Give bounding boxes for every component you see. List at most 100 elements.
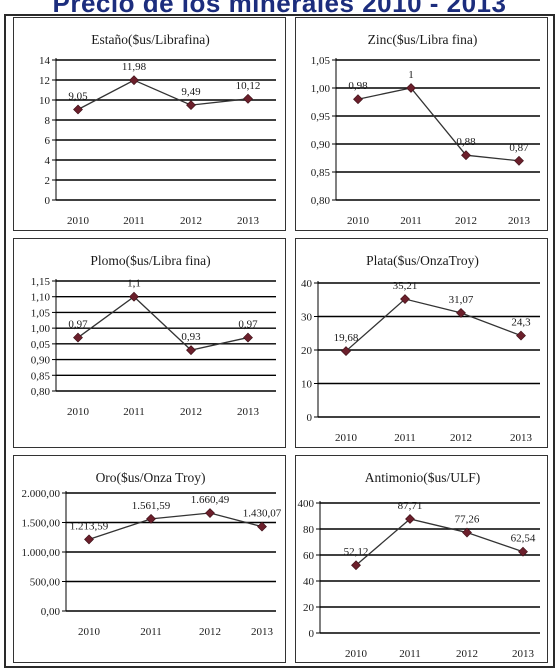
page-title: Precio de los minerales 2010 - 2013: [52, 0, 507, 18]
y-tick-label: 400: [298, 498, 315, 510]
chart-title: Plata($us/OnzaTroy): [366, 253, 479, 268]
series-line: [357, 87, 520, 162]
y-tick-label: 6: [45, 135, 51, 147]
data-point: [146, 513, 156, 524]
data-point: [84, 534, 94, 545]
chart-panel-oro: Oro($us/Onza Troy) 0,00 500,00 1.000,00 1.50…: [13, 455, 286, 663]
y-tick-label: 0: [307, 412, 313, 424]
data-point: [462, 527, 472, 538]
y-tick-label: 40: [303, 576, 315, 588]
data-point: [73, 104, 83, 115]
y-tick-label: 1,00: [31, 323, 51, 335]
data-label: 1.561,59: [132, 500, 171, 512]
chart-panel-zinc: Zinc($us/Libra fina) 0,80 0,85 0,90 0,95 1,00…: [295, 17, 548, 231]
y-tick-label: 40: [301, 278, 313, 290]
y-tick-label: 1,05: [31, 307, 51, 319]
y-tick-label: 2.000,00: [22, 488, 61, 500]
y-tick-label: 0,80: [31, 386, 51, 398]
y-tick-label: 14: [39, 55, 51, 67]
chart-panel-plomo: Plomo($us/Libra fina) 0,80 0,85 0,90 0,05 1,0…: [13, 238, 286, 448]
chart-title: Antimonio($us/ULF): [365, 470, 481, 485]
x-tick-label: 2012: [180, 215, 202, 227]
data-point: [243, 93, 253, 104]
series-line: [88, 512, 263, 541]
data-point: [405, 514, 415, 524]
x-tick-label: 2013: [237, 406, 260, 418]
x-tick-label: 2013: [510, 432, 533, 444]
x-tick-label: 2013: [508, 215, 531, 227]
x-tick-label: 2013: [512, 648, 535, 660]
chart-title: Zinc($us/Libra fina): [368, 32, 478, 47]
y-tick-label: 1.000,00: [22, 547, 61, 559]
chart-panel-antimonio: Antimonio($us/ULF) 0 20 40 60 80 400 2010 2011 20…: [295, 455, 548, 663]
data-label: 1.213,59: [70, 520, 109, 532]
data-point: [257, 521, 267, 532]
data-point: [518, 546, 528, 557]
chart-panel-estano: Estaño($us/Librafina) 0 2 4 6 8 10 12 14 2010 2011…: [13, 17, 286, 231]
y-tick-label: 500,00: [30, 577, 61, 589]
data-label: 0,87: [509, 142, 529, 154]
series-line: [345, 298, 522, 352]
x-tick-label: 2010: [345, 648, 368, 660]
y-tick-label: 0,80: [311, 195, 331, 207]
y-tick-label: 1,00: [311, 83, 331, 95]
y-tick-label: 10: [301, 379, 313, 391]
data-label: 52,12: [344, 546, 369, 558]
data-label: 11,98: [122, 61, 147, 73]
x-tick-label: 2011: [394, 432, 416, 444]
chart-svg: Estaño($us/Librafina) 0 2 4 6 8 10 12 14 2010 2011…: [39, 32, 276, 227]
y-tick-label: 4: [45, 155, 51, 167]
chart-title: Estaño($us/Librafina): [91, 32, 209, 47]
data-label: 1: [408, 69, 414, 81]
data-point: [73, 332, 83, 343]
data-point: [461, 150, 471, 161]
y-tick-label: 1.500,00: [22, 518, 61, 530]
y-tick-label: 1,10: [31, 292, 51, 304]
data-label: 10,12: [236, 80, 261, 92]
chart-title: Plomo($us/Libra fina): [90, 253, 210, 268]
x-tick-label: 2013: [237, 215, 260, 227]
data-label: 0,98: [348, 80, 368, 92]
data-label: 9,05: [68, 91, 88, 103]
data-point: [129, 75, 139, 86]
x-tick-label: 2011: [123, 406, 145, 418]
data-point: [406, 83, 416, 93]
series-line: [77, 295, 249, 351]
chart-svg: Antimonio($us/ULF) 0 20 40 60 80 400 2010 2011 20…: [298, 470, 540, 660]
y-tick-label: 10: [39, 95, 51, 107]
x-tick-label: 2010: [335, 432, 358, 444]
y-tick-label: 0,85: [311, 167, 331, 179]
y-tick-label: 80: [303, 524, 315, 536]
x-tick-label: 2010: [67, 406, 90, 418]
data-label: 1.660,49: [191, 494, 230, 506]
data-point: [186, 100, 196, 111]
x-tick-label: 2011: [399, 648, 421, 660]
series-line: [355, 518, 524, 566]
data-label: 62,54: [511, 533, 536, 545]
data-point: [243, 332, 253, 343]
data-label: 35,21: [393, 280, 418, 292]
chart-panel-plata: Plata($us/OnzaTroy) 0 10 20 30 40 2010 2011 2012…: [295, 238, 548, 448]
data-label: 0,97: [238, 319, 258, 331]
y-tick-label: 0,85: [31, 370, 51, 382]
x-tick-label: 2012: [455, 215, 477, 227]
y-tick-label: 0,90: [311, 139, 331, 151]
data-point: [514, 155, 524, 166]
x-tick-label: 2010: [347, 215, 370, 227]
x-tick-label: 2011: [140, 626, 162, 638]
data-point: [205, 508, 215, 518]
data-label: 0,97: [68, 319, 88, 331]
y-tick-label: 0,05: [31, 339, 51, 351]
data-label: 1,1: [127, 278, 141, 290]
chart-svg: Oro($us/Onza Troy) 0,00 500,00 1.000,00 1.50…: [22, 470, 282, 638]
chart-title: Oro($us/Onza Troy): [96, 470, 206, 485]
y-tick-label: 20: [303, 602, 315, 614]
y-tick-label: 1,15: [31, 276, 51, 288]
x-tick-label: 2010: [67, 215, 90, 227]
chart-svg: Plomo($us/Libra fina) 0,80 0,85 0,90 0,05 1,0…: [31, 253, 276, 418]
y-tick-label: 0,95: [311, 111, 331, 123]
x-tick-label: 2012: [450, 432, 472, 444]
data-point: [341, 346, 351, 356]
y-tick-label: 0: [45, 195, 51, 207]
